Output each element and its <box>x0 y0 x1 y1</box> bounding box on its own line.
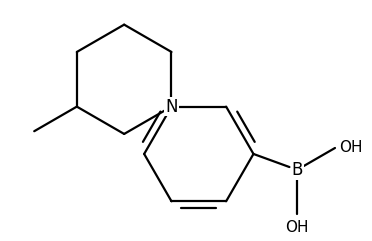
Text: N: N <box>165 98 178 116</box>
Text: OH: OH <box>339 141 363 155</box>
Text: B: B <box>291 161 303 179</box>
Text: OH: OH <box>285 220 309 235</box>
